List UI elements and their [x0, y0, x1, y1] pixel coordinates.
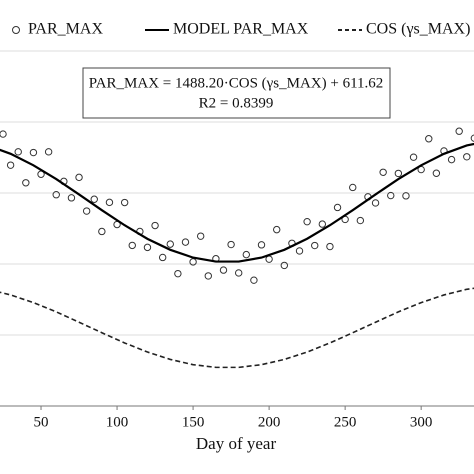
data-point [349, 183, 357, 192]
data-point [105, 198, 114, 207]
x-tick-label: 300 [410, 414, 433, 430]
legend-label: PAR_MAX [28, 21, 103, 38]
data-point [120, 198, 129, 207]
x-tick-label: 200 [258, 414, 281, 430]
data-point [463, 153, 471, 161]
r-squared: R2 = 0.8399 [199, 95, 274, 111]
data-point [432, 169, 441, 177]
data-point [295, 247, 304, 255]
legend-label: MODEL PAR_MAX [173, 21, 309, 38]
data-point [82, 207, 91, 215]
data-point [455, 127, 463, 135]
series-line [0, 287, 474, 369]
x-tick-label: 50 [34, 414, 49, 430]
x-tick-label: 150 [182, 414, 205, 430]
equation: PAR_MAX = 1488.20·COS (γs_MAX) + 611.62 [89, 75, 384, 91]
data-point [44, 148, 53, 156]
data-point [470, 134, 474, 142]
x-axis-label: Day of year [196, 434, 277, 453]
data-point [333, 203, 342, 212]
data-point [22, 179, 30, 187]
data-point [318, 220, 327, 228]
data-point [242, 250, 251, 259]
data-point [356, 216, 365, 225]
series-line [0, 142, 474, 263]
data-point [280, 261, 289, 270]
data-point [326, 242, 334, 251]
annotation-box [82, 67, 391, 119]
data-point [227, 240, 235, 249]
data-point [14, 148, 22, 156]
x-tick-label: 100 [106, 414, 129, 430]
data-point [387, 191, 395, 200]
legend-marker [12, 26, 20, 34]
data-point [447, 155, 456, 164]
data-point [143, 243, 152, 252]
data-point [67, 194, 76, 202]
data-point [402, 192, 410, 200]
data-point [250, 276, 258, 284]
data-point [181, 238, 190, 246]
data-point [90, 195, 98, 203]
data-point [196, 232, 205, 240]
data-point [311, 241, 319, 250]
x-tick-label: 250 [334, 414, 357, 430]
data-point [257, 241, 266, 249]
data-point [204, 272, 212, 280]
data-point [29, 148, 38, 157]
data-point [158, 253, 167, 262]
data-point [75, 173, 83, 182]
data-point [151, 221, 159, 230]
data-point [379, 168, 387, 176]
data-point [98, 227, 106, 236]
data-point [303, 217, 311, 226]
legend-label: COS (γs_MAX) [366, 21, 470, 38]
data-point [409, 153, 418, 161]
data-point [219, 266, 228, 274]
data-point [128, 241, 136, 250]
data-point [6, 161, 15, 169]
data-point [371, 199, 380, 207]
data-point [166, 240, 174, 248]
data-point [425, 135, 433, 143]
data-point [234, 269, 243, 277]
data-point [52, 191, 60, 199]
data-point [394, 169, 403, 178]
data-point [273, 225, 281, 234]
data-point [174, 269, 182, 278]
data-point [0, 130, 7, 138]
